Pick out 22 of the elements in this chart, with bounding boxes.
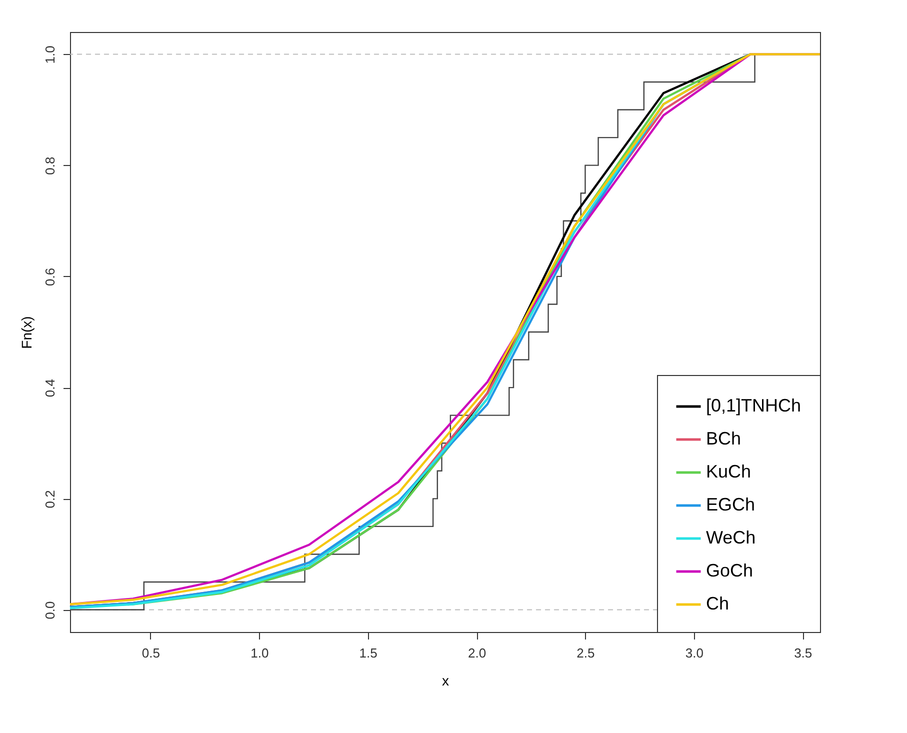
legend-label: GoCh: [706, 560, 754, 580]
y-axis-title: Fn(x): [18, 316, 34, 349]
legend-label: Ch: [706, 594, 730, 614]
legend-label: KuCh: [706, 462, 752, 482]
legend-label: EGCh: [706, 494, 756, 514]
y-tick-label: 0.6: [42, 268, 58, 286]
legend-label: BCh: [706, 428, 742, 448]
y-tick-label: 1.0: [42, 46, 58, 64]
x-tick-label: 1.5: [359, 646, 378, 660]
legend-label: [0,1]TNHCh: [706, 396, 802, 416]
legend-label: WeCh: [706, 528, 756, 548]
x-tick-label: 1.0: [250, 646, 269, 660]
y-tick-label: 0.2: [42, 490, 58, 508]
y-tick-label: 0.0: [42, 601, 58, 620]
x-tick-label: 2.5: [576, 646, 595, 660]
x-tick-label: 3.5: [794, 646, 812, 660]
x-axis-title: x: [442, 672, 449, 688]
x-tick-label: 2.0: [468, 646, 486, 660]
x-tick-label: 3.0: [685, 646, 704, 660]
y-tick-label: 0.8: [42, 156, 58, 175]
y-tick-label: 0.4: [42, 379, 58, 398]
x-tick-label: 0.5: [142, 646, 160, 660]
